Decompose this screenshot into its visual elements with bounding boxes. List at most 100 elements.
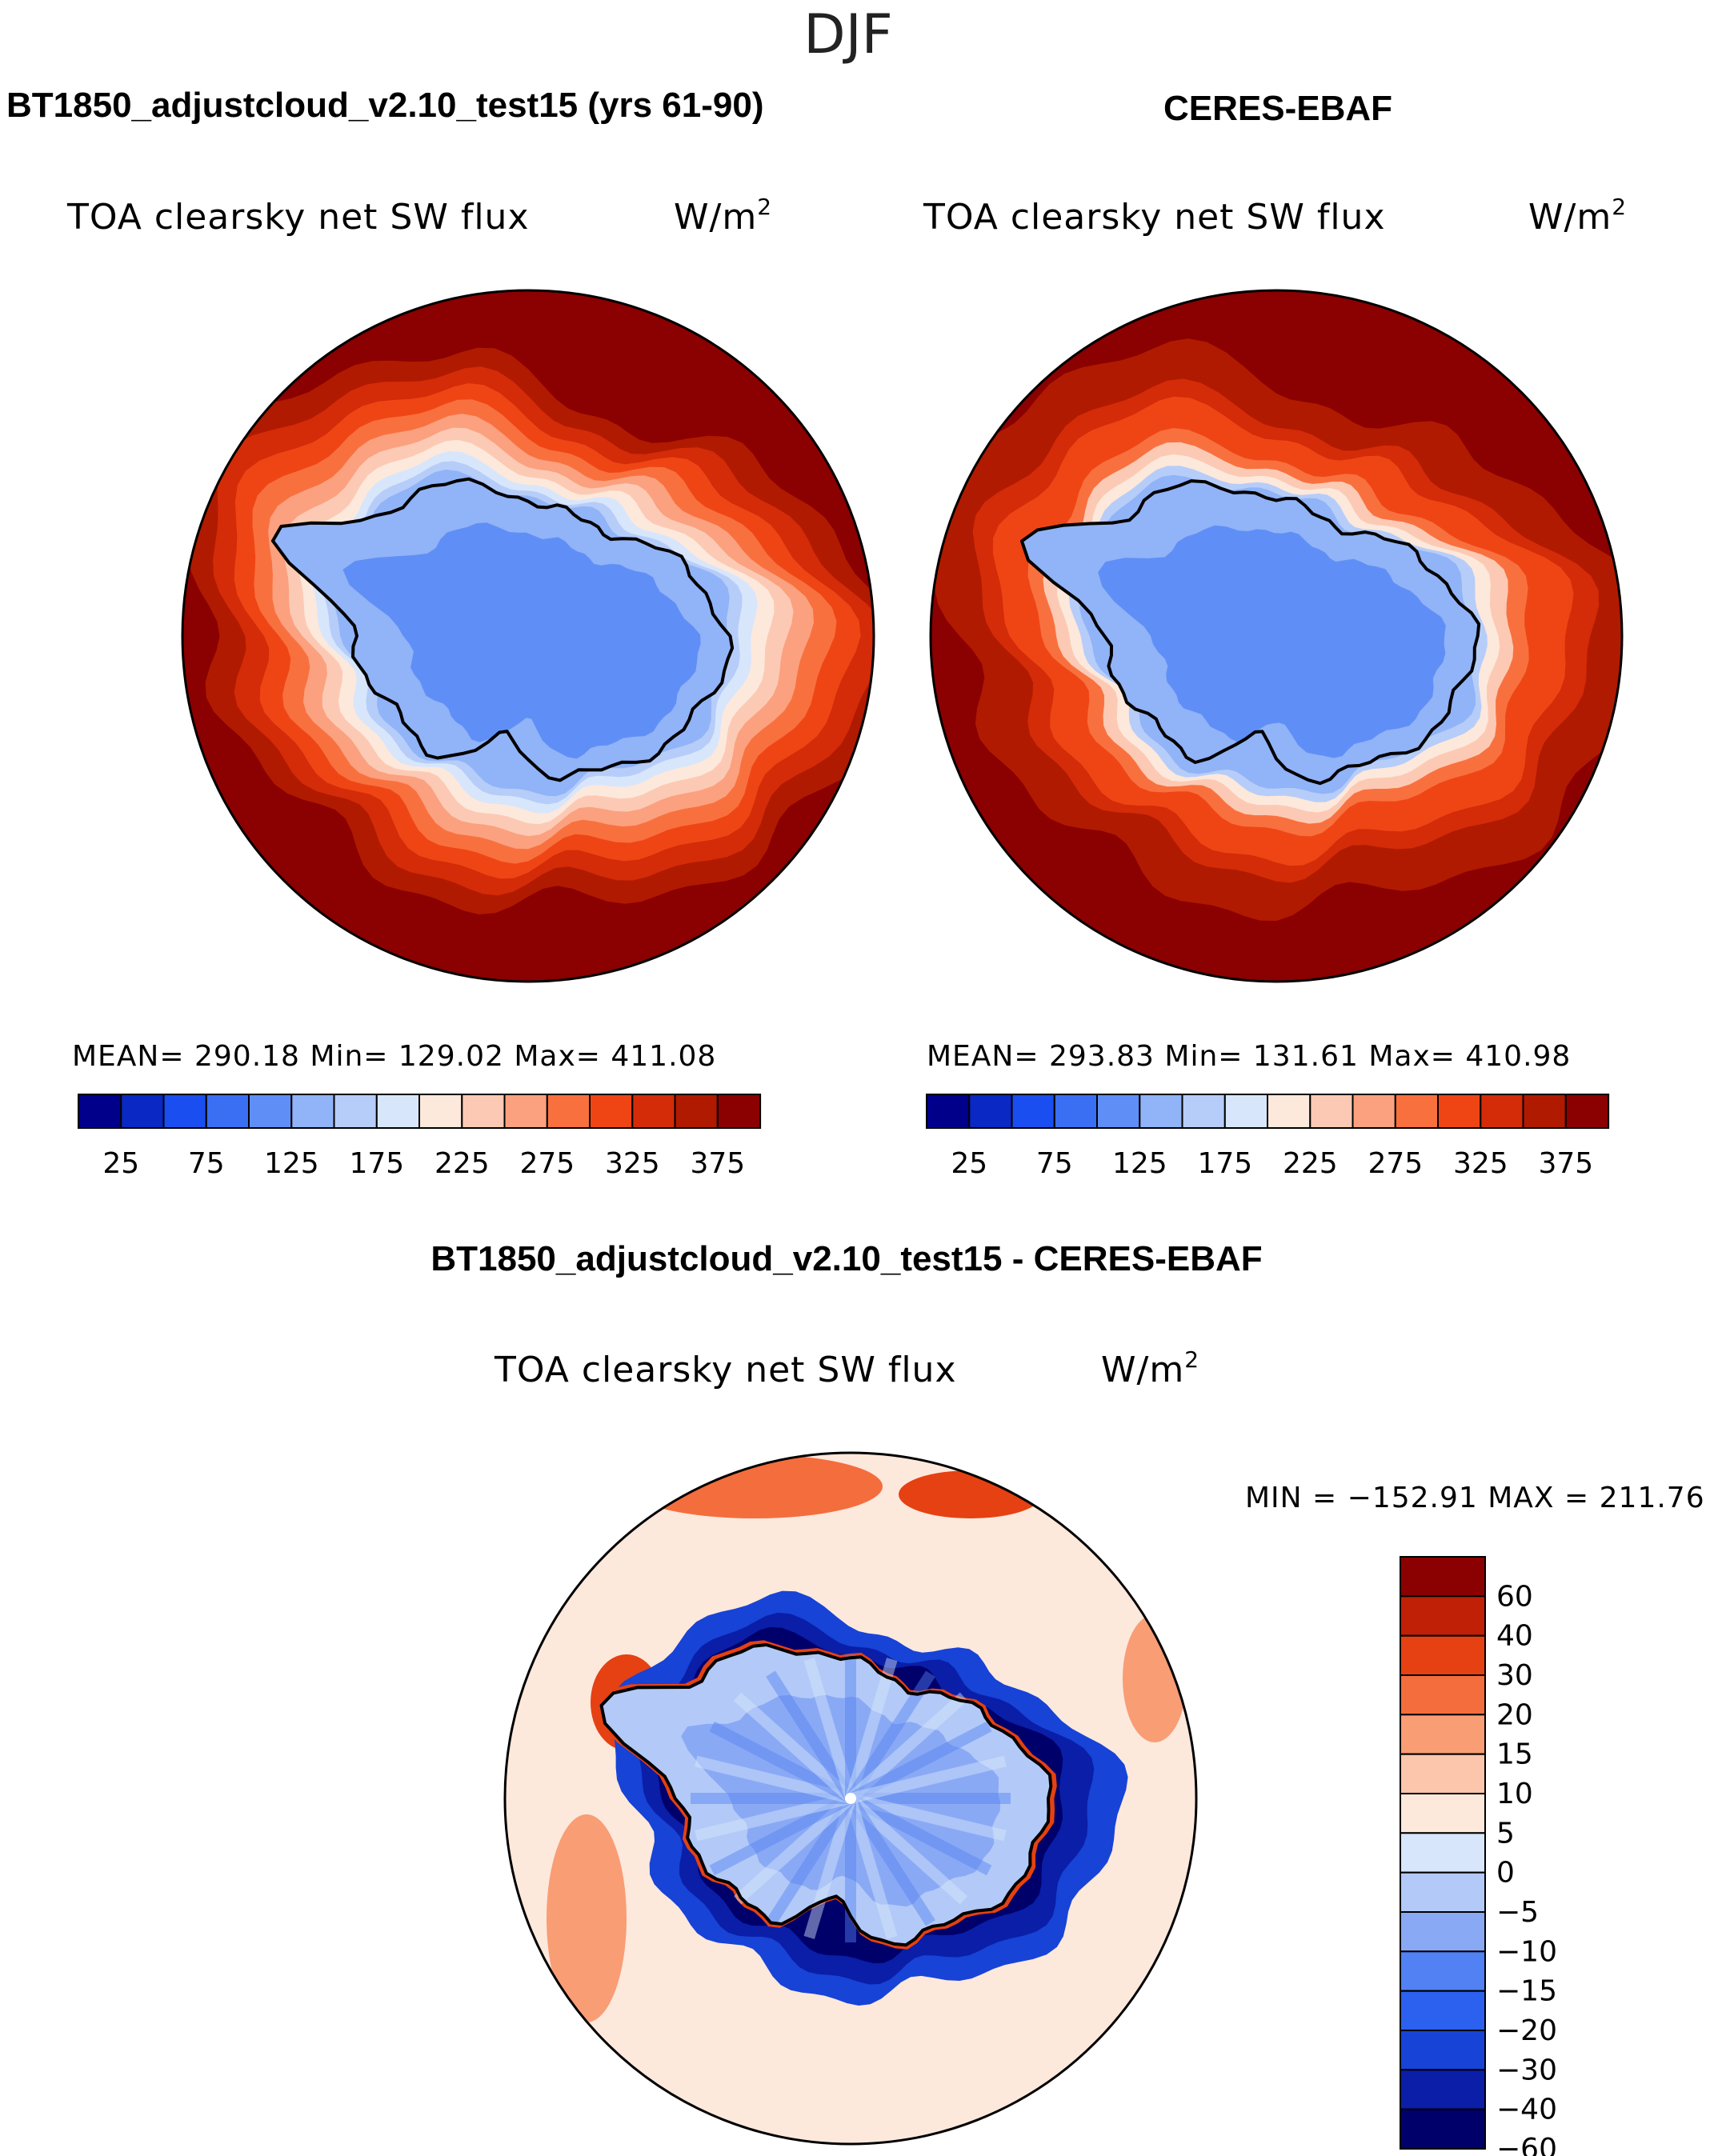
colorbar-tick-label: 30: [1496, 1659, 1533, 1692]
colorbar-swatch: [1400, 1950, 1486, 1992]
variable-label: TOA clearsky net SW flux: [494, 1350, 956, 1390]
colorbar-tick-label: 60: [1496, 1580, 1533, 1613]
panel-model: BT1850_adjustcloud_v2.10_test15 (yrs 61-…: [6, 86, 875, 1180]
colorbar-swatch: [1400, 1595, 1486, 1637]
mean-value: 293.83: [1049, 1040, 1155, 1073]
colorbar-tick-label: 75: [1036, 1147, 1073, 1180]
mean-value: 290.18: [194, 1040, 300, 1073]
colorbar-tick-label: 25: [951, 1147, 987, 1180]
field-streak: [766, 1670, 855, 1802]
colorbar: 25 75 125 175 225 275 325 375: [926, 1094, 1610, 1180]
colorbar-tick-label: −60: [1496, 2133, 1557, 2156]
panel-title: CERES-EBAF: [1163, 89, 1392, 128]
field-streak: [847, 1721, 992, 1804]
field-streak: [733, 1794, 855, 1905]
units-prefix: W/m: [1101, 1350, 1184, 1390]
units-exponent: 2: [757, 194, 772, 220]
colorbar-tick-label: 225: [435, 1147, 490, 1180]
colorbar-swatch: [1564, 1094, 1610, 1129]
field-patch: [627, 1454, 883, 1518]
variable-label: TOA clearsky net SW flux: [923, 197, 1385, 238]
colorbar-tick-label: −5: [1496, 1896, 1539, 1929]
colorbar-swatch: [1394, 1094, 1440, 1129]
field-streak: [709, 1721, 854, 1804]
units-label: W/m2: [1101, 1346, 1199, 1390]
map-border: [503, 1451, 1198, 2146]
colorbar-tick-label: 325: [1453, 1147, 1508, 1180]
colorbar-swatch: [120, 1094, 165, 1129]
colorbar-swatch: [1400, 2030, 1486, 2071]
colorbar-swatch: [1400, 2108, 1486, 2150]
field-streak: [849, 1755, 1007, 1804]
panel-title: BT1850_adjustcloud_v2.10_test15 - CERES-…: [430, 1239, 1262, 1278]
colorbar-swatch: [1400, 2069, 1486, 2110]
colorbar-swatch: [162, 1094, 207, 1129]
colorbar-tick-label: 175: [349, 1147, 404, 1180]
units-exponent: 2: [1184, 1346, 1199, 1373]
colorbar-swatch: [674, 1094, 719, 1129]
colorbar-swatch: [1181, 1094, 1226, 1129]
pole-point: [845, 1793, 856, 1804]
colorbar-swatch: [418, 1094, 463, 1129]
colorbar-swatch: [1400, 1911, 1486, 1953]
colorbar-swatch: [1096, 1094, 1141, 1129]
field-streak: [847, 1794, 968, 1905]
field-streak: [845, 1658, 898, 1800]
colorbar-swatch: [968, 1094, 1013, 1129]
colorbar-swatch: [716, 1094, 762, 1129]
colorbar-tick-label: 10: [1496, 1778, 1533, 1810]
min-value: 131.61: [1253, 1040, 1359, 1073]
colorbar-swatch: [1400, 1871, 1486, 1913]
colorbar-tick-label: −10: [1496, 1935, 1557, 1968]
colorbar-swatch: [503, 1094, 548, 1129]
colorbar-swatch: [461, 1094, 506, 1129]
colorbar-swatch: [546, 1094, 591, 1129]
colorbar-tick-label: 20: [1496, 1698, 1533, 1731]
field-streak: [845, 1797, 898, 1939]
colorbar-tick-label: 0: [1496, 1857, 1515, 1890]
colorbar-tick-label: 40: [1496, 1620, 1533, 1653]
colorbar-tick-label: 325: [605, 1147, 660, 1180]
polar-map: [505, 1453, 1196, 2144]
colorbar-swatch: [1223, 1094, 1269, 1129]
colorbar-tick-label: −40: [1496, 2094, 1557, 2126]
colorbar-swatch: [248, 1094, 293, 1129]
min-label: Min=: [310, 1040, 388, 1073]
colorbar-swatch: [1267, 1094, 1312, 1129]
polar-map: [931, 290, 1622, 982]
colorbar-swatch: [1400, 1753, 1486, 1794]
colorbar-swatch: [1400, 1634, 1486, 1676]
ice-field-interior: [342, 522, 701, 759]
colorbar-tick-label: 15: [1496, 1738, 1533, 1771]
mean-label: MEAN=: [927, 1040, 1039, 1073]
map-border: [929, 289, 1624, 983]
stats-line: MEAN= 290.18 Min= 129.02 Max= 411.08: [72, 1040, 716, 1073]
units-prefix: W/m: [1528, 197, 1612, 238]
colorbar-swatch: [1437, 1094, 1482, 1129]
max-label: Max=: [514, 1040, 601, 1073]
colorbar-tick-label: 375: [1538, 1147, 1593, 1180]
polar-map: [182, 290, 874, 982]
colorbar: 60 40 30 20 15 10 5 0 −5 −10 −15 −20 −30 −40 −60: [1400, 1556, 1557, 2156]
panel-title: BT1850_adjustcloud_v2.10_test15 (yrs 61-…: [6, 86, 764, 125]
min-label: Min=: [1164, 1040, 1243, 1073]
field-streak: [733, 1692, 855, 1803]
colorbar-swatch: [1400, 1556, 1486, 1598]
colorbar-swatch: [1400, 1714, 1486, 1755]
colorbar: 25 75 125 175 225 275 325 375: [78, 1094, 762, 1180]
field-streak: [709, 1793, 854, 1876]
colorbar-tick-label: 225: [1283, 1147, 1338, 1180]
field-streak: [766, 1795, 855, 1926]
season-title: DJF: [803, 3, 893, 66]
units-label: W/m2: [1528, 194, 1627, 238]
colorbar-swatch: [1400, 1793, 1486, 1834]
colorbar-tick-label: −30: [1496, 2054, 1557, 2086]
colorbar-swatch: [1011, 1094, 1055, 1129]
colorbar-tick-label: 125: [264, 1147, 319, 1180]
coastline: [270, 477, 735, 782]
colorbar-swatch: [1053, 1094, 1099, 1129]
field-streak: [846, 1795, 935, 1926]
colorbar-tick-label: −20: [1496, 2014, 1557, 2047]
units-prefix: W/m: [674, 197, 757, 238]
